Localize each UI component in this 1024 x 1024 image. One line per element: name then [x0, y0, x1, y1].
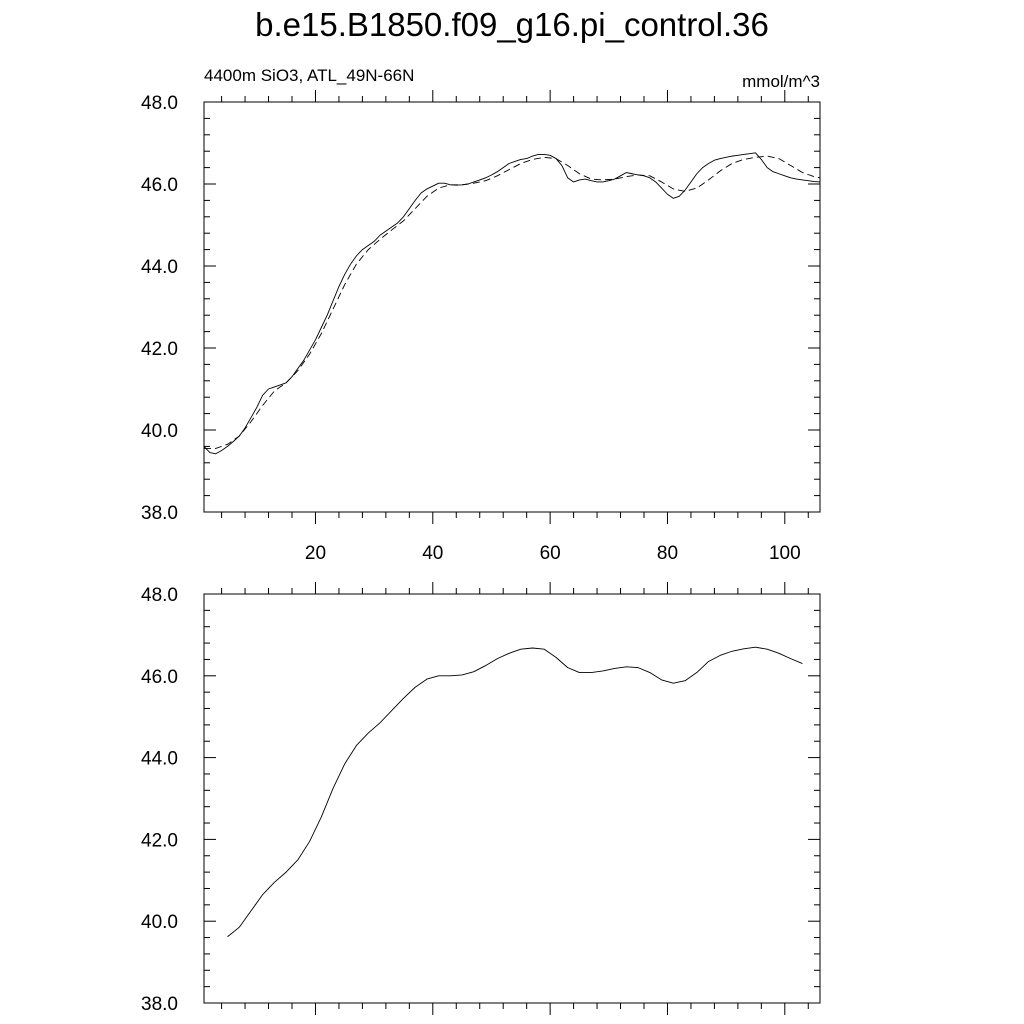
- top-y-tick-label: 48.0: [141, 93, 178, 114]
- top-x-tick-label: 20: [305, 543, 326, 564]
- top-y-tick-label: 44.0: [141, 257, 178, 278]
- top-panel-variable-label: 4400m SiO3, ATL_49N-66N: [204, 66, 414, 85]
- bottom-y-tick-label: 40.0: [141, 912, 178, 933]
- top-panel: 4400m SiO3, ATL_49N-66N mmol/m^3 38.0 40.…: [141, 66, 821, 564]
- bottom-plot-frame: [203, 593, 821, 1004]
- bottom-y-tick-label: 42.0: [141, 830, 178, 851]
- bottom-solid-series-line: [227, 646, 803, 938]
- top-plot-frame: [203, 101, 821, 513]
- bottom-y-tick-label: 46.0: [141, 667, 178, 688]
- bottom-y-tick-label: 44.0: [141, 749, 178, 770]
- top-panel-unit-label: mmol/m^3: [742, 72, 820, 91]
- top-dashed-series-line: [204, 155, 821, 449]
- bottom-y-tick-label: 38.0: [141, 994, 178, 1015]
- top-y-tick-label: 42.0: [141, 339, 178, 360]
- bottom-y-tick-label: 48.0: [141, 585, 178, 606]
- top-solid-series-line: [203, 152, 821, 455]
- bottom-panel: 38.0 40.0 42.0 44.0 46.0 48.0: [141, 582, 821, 1015]
- top-x-tick-label: 40: [422, 543, 443, 564]
- top-y-tick-label: 46.0: [141, 175, 178, 196]
- top-x-tick-label: 80: [657, 543, 678, 564]
- page-title: b.e15.B1850.f09_g16.pi_control.36: [255, 6, 769, 43]
- top-x-tick-label: 100: [769, 543, 801, 564]
- top-y-tick-label: 40.0: [141, 421, 178, 442]
- top-y-tick-label: 38.0: [141, 503, 178, 524]
- top-x-tick-label: 60: [540, 543, 561, 564]
